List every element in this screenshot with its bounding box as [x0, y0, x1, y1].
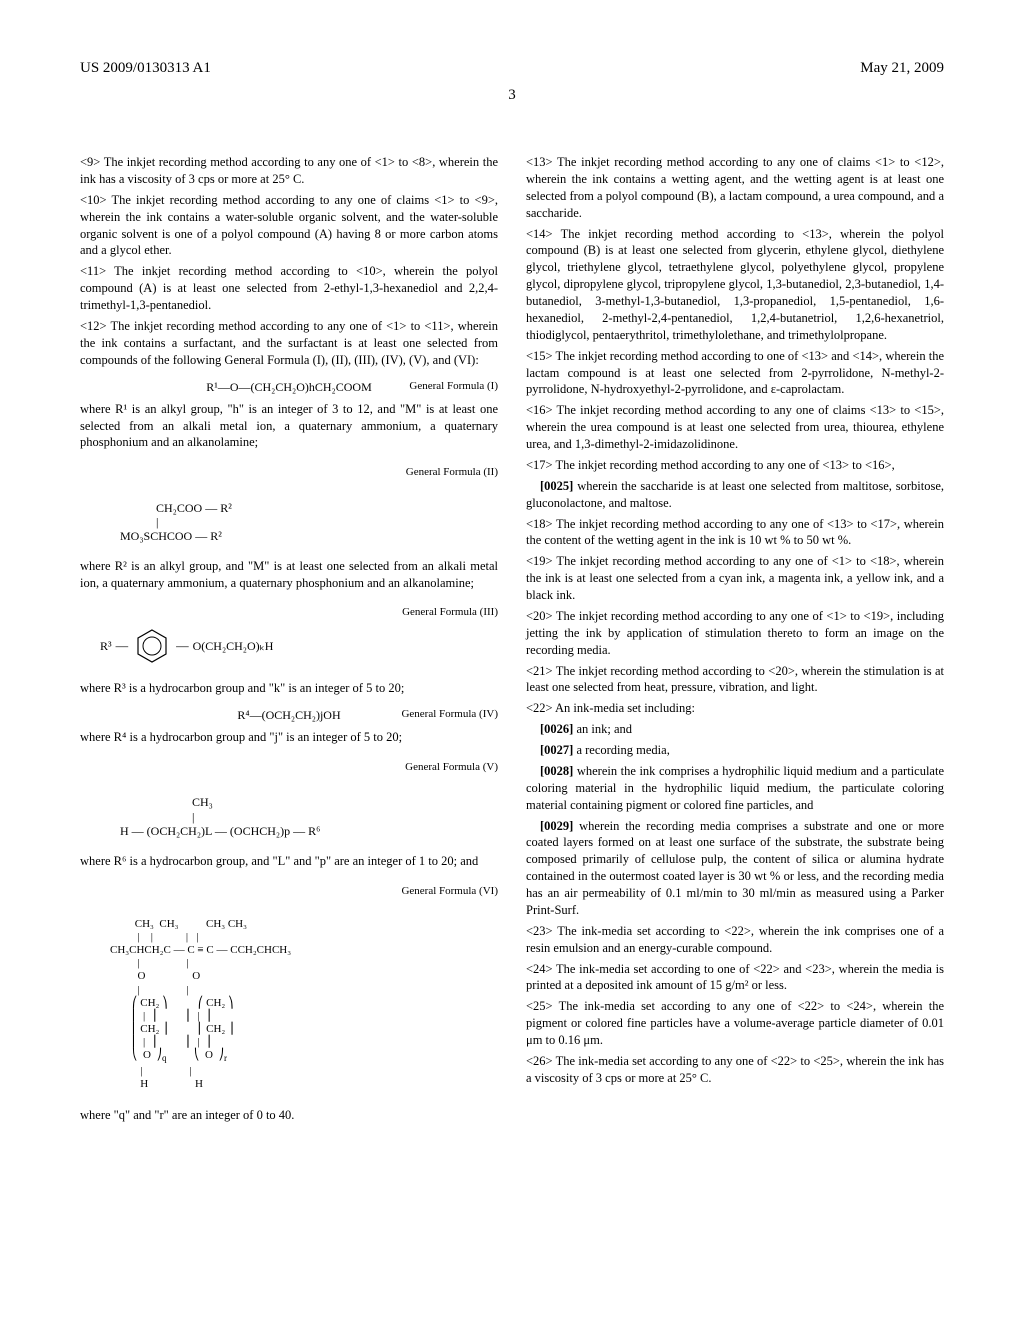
- para-27: [0027] a recording media,: [526, 742, 944, 759]
- para-27-num: [0027]: [540, 743, 573, 757]
- claim-20: <20> The inkjet recording method accordi…: [526, 608, 944, 659]
- content-columns: <9> The inkjet recording method accordin…: [80, 154, 944, 1128]
- claim-21: <21> The inkjet recording method accordi…: [526, 663, 944, 697]
- claim-25: <25> The ink-media set according to any …: [526, 998, 944, 1049]
- claim-22: <22> An ink-media set including:: [526, 700, 944, 717]
- page-header: US 2009/0130313 A1 May 21, 2009: [80, 60, 944, 77]
- right-column: <13> The inkjet recording method accordi…: [526, 154, 944, 1128]
- benzene-ring-icon: [132, 626, 172, 666]
- formula-3-structure: R³ — — O(CH₂CH₂O)ₖH: [80, 626, 498, 666]
- patent-date: May 21, 2009: [860, 60, 944, 77]
- formula-3-left: R³: [100, 638, 112, 654]
- formula-4: R⁴—(OCH₂CH₂)jOH General Formula (IV): [80, 707, 498, 723]
- formula-6-structure: CH₃ CH₃ CH₃ CH₃ | | | | CH₃CHCH₂C — C ≡ …: [80, 904, 498, 1091]
- para-26-num: [0026]: [540, 722, 573, 736]
- para-27-text: a recording media,: [576, 743, 669, 757]
- para-25: [0025] wherein the saccharide is at leas…: [526, 478, 944, 512]
- formula-2-structure: CH₂COO — R² | MO₃SCHCOO — R²: [80, 486, 498, 544]
- formula-3-right: O(CH₂CH₂O)ₖH: [193, 638, 274, 654]
- formula-5-block: General Formula (V) CH₃ | H — (OCH₂CH₂)L…: [80, 760, 498, 838]
- formula-6-desc: where "q" and "r" are an integer of 0 to…: [80, 1107, 498, 1124]
- claim-24: <24> The ink-media set according to one …: [526, 961, 944, 995]
- formula-3-desc: where R³ is a hydrocarbon group and "k" …: [80, 680, 498, 697]
- formula-2-block: General Formula (II) CH₂COO — R² | MO₃SC…: [80, 465, 498, 543]
- para-29-num: [0029]: [540, 819, 573, 833]
- claim-19: <19> The inkjet recording method accordi…: [526, 553, 944, 604]
- para-25-text: wherein the saccharide is at least one s…: [526, 479, 944, 510]
- formula-5-structure: CH₃ | H — (OCH₂CH₂)L — (OCHCH₂)p — R⁶: [80, 781, 498, 839]
- claim-18: <18> The inkjet recording method accordi…: [526, 516, 944, 550]
- claim-10: <10> The inkjet recording method accordi…: [80, 192, 498, 260]
- formula-6-block: General Formula (VI) CH₃ CH₃ CH₃ CH₃ | |…: [80, 884, 498, 1091]
- para-28: [0028] wherein the ink comprises a hydro…: [526, 763, 944, 814]
- left-column: <9> The inkjet recording method accordin…: [80, 154, 498, 1128]
- page-number: 3: [80, 87, 944, 104]
- claim-15: <15> The inkjet recording method accordi…: [526, 348, 944, 399]
- para-26: [0026] an ink; and: [526, 721, 944, 738]
- formula-1: R¹—O—(CH₂CH₂O)hCH₂COOM General Formula (…: [80, 379, 498, 395]
- claim-16: <16> The inkjet recording method accordi…: [526, 402, 944, 453]
- formula-1-desc: where R¹ is an alkyl group, "h" is an in…: [80, 401, 498, 452]
- claim-12: <12> The inkjet recording method accordi…: [80, 318, 498, 369]
- claim-14: <14> The inkjet recording method accordi…: [526, 226, 944, 344]
- formula-5-label: General Formula (V): [80, 760, 498, 775]
- patent-number: US 2009/0130313 A1: [80, 60, 211, 77]
- formula-1-text: R¹—O—(CH₂CH₂O)hCH₂COOM: [206, 380, 372, 394]
- claim-17: <17> The inkjet recording method accordi…: [526, 457, 944, 474]
- claim-23: <23> The ink-media set according to <22>…: [526, 923, 944, 957]
- formula-6-label: General Formula (VI): [80, 884, 498, 899]
- formula-5-desc: where R⁶ is a hydrocarbon group, and "L"…: [80, 853, 498, 870]
- formula-4-text: R⁴—(OCH₂CH₂)jOH: [237, 708, 340, 722]
- para-29: [0029] wherein the recording media compr…: [526, 818, 944, 919]
- formula-4-label: General Formula (IV): [401, 707, 498, 722]
- formula-1-label: General Formula (I): [409, 379, 498, 394]
- formula-4-desc: where R⁴ is a hydrocarbon group and "j" …: [80, 729, 498, 746]
- formula-2-desc: where R² is an alkyl group, and "M" is a…: [80, 558, 498, 592]
- para-25-num: [0025]: [540, 479, 573, 493]
- para-26-text: an ink; and: [576, 722, 632, 736]
- para-28-num: [0028]: [540, 764, 573, 778]
- para-28-text: wherein the ink comprises a hydrophilic …: [526, 764, 944, 812]
- claim-11: <11> The inkjet recording method accordi…: [80, 263, 498, 314]
- formula-3-label: General Formula (III): [80, 605, 498, 620]
- formula-3-block: General Formula (III) R³ — — O(CH₂CH₂O)ₖ…: [80, 605, 498, 666]
- para-29-text: wherein the recording media comprises a …: [526, 819, 944, 917]
- formula-2-label: General Formula (II): [80, 465, 498, 480]
- claim-26: <26> The ink-media set according to any …: [526, 1053, 944, 1087]
- claim-13: <13> The inkjet recording method accordi…: [526, 154, 944, 222]
- claim-9: <9> The inkjet recording method accordin…: [80, 154, 498, 188]
